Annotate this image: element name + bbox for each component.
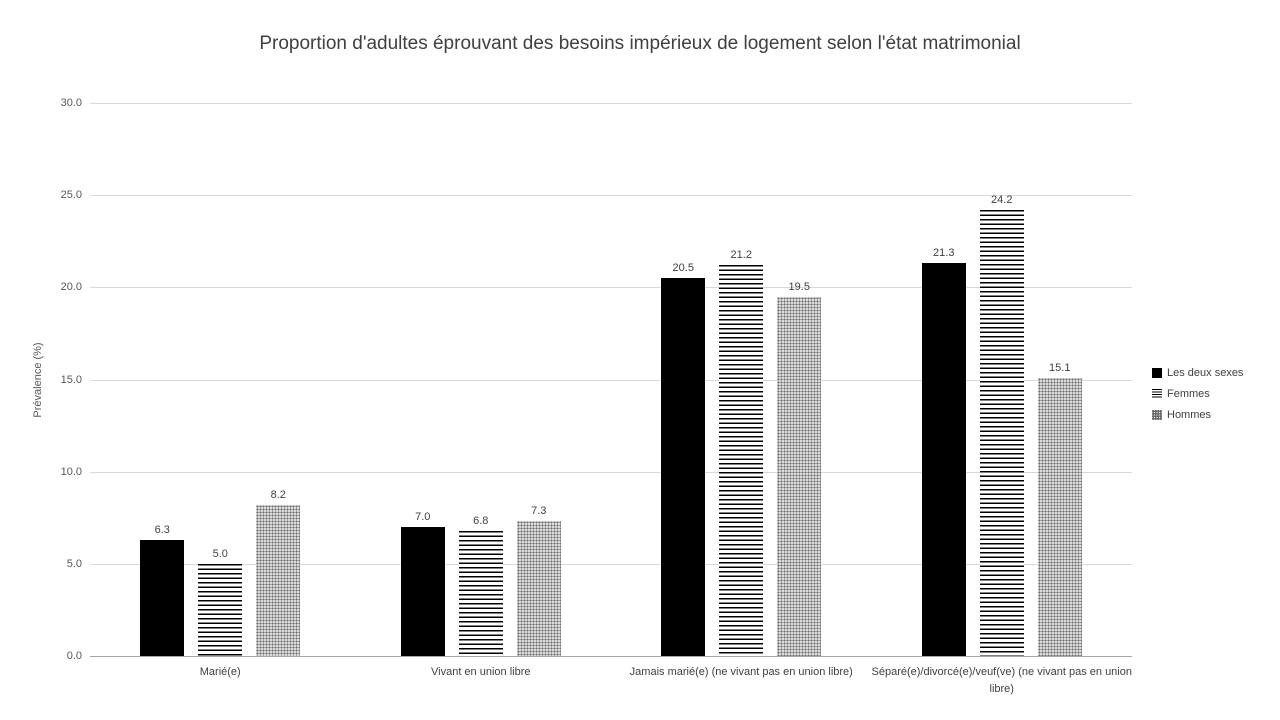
bar	[256, 504, 301, 656]
bar	[719, 265, 764, 656]
y-tick-label: 0.0	[66, 650, 82, 662]
bar-value-label: 8.2	[270, 488, 286, 501]
gridline	[90, 471, 1132, 473]
gridline	[90, 103, 1132, 104]
y-tick-label: 25.0	[60, 189, 82, 202]
legend-item-femmes: Femmes	[1152, 388, 1243, 400]
bar-value-label: 24.2	[991, 193, 1013, 206]
y-tick-label: 20.0	[60, 281, 82, 294]
bar-value-label: 6.3	[154, 523, 170, 536]
y-tick-label: 10.0	[60, 465, 82, 478]
bar-value-label: 20.5	[672, 262, 694, 275]
bar	[921, 263, 966, 656]
bar-value-label: 7.0	[415, 510, 431, 523]
y-tick-label: 15.0	[60, 373, 82, 386]
bar	[979, 209, 1024, 656]
bar	[661, 278, 706, 656]
bar-value-label: 6.8	[473, 514, 489, 527]
category-label: Marié(e)	[199, 666, 241, 678]
plot-area: 6.3 5.0 8.2 7.0 6.8 7.3 20.5 21.2 19.5 21.3 24.2 15…	[90, 103, 1132, 656]
gridline	[90, 195, 1132, 197]
bar-value-label: 5.0	[212, 547, 228, 560]
bar	[516, 521, 561, 656]
bar	[140, 539, 185, 656]
legend-label: Femmes	[1167, 388, 1210, 400]
bar-value-label: 19.5	[788, 280, 810, 293]
category-label: Séparé(e)/divorcé(e)/veuf(ve) (ne vivant…	[871, 666, 1132, 695]
category-label: Vivant en union libre	[431, 666, 531, 678]
bar	[1037, 377, 1082, 656]
category-label: Jamais marié(e) (ne vivant pas en union …	[629, 666, 853, 678]
legend-swatch-icon	[1152, 368, 1162, 378]
legend-swatch-icon	[1152, 410, 1162, 420]
gridline	[90, 379, 1132, 381]
legend-item-les-deux-sexes: Les deux sexes	[1152, 367, 1243, 379]
legend-item-hommes: Hommes	[1152, 409, 1243, 421]
gridline	[90, 563, 1132, 565]
bar	[458, 530, 503, 656]
legend-label: Hommes	[1167, 409, 1212, 421]
legend: Les deux sexes Femmes Hommes	[1152, 367, 1243, 430]
bar-value-label: 21.2	[730, 249, 752, 262]
y-tick-label: 30.0	[60, 97, 82, 109]
legend-swatch-icon	[1152, 389, 1162, 399]
bar	[777, 296, 822, 656]
chart-title: Proportion d'adultes éprouvant des besoi…	[259, 33, 1021, 54]
bar	[198, 563, 243, 656]
y-tick-label: 5.0	[66, 557, 82, 570]
bar-value-label: 7.3	[531, 505, 547, 518]
bar-value-label: 21.3	[933, 247, 955, 260]
bar-value-label: 15.1	[1049, 361, 1071, 374]
gridline	[90, 287, 1132, 289]
legend-label: Les deux sexes	[1167, 367, 1244, 379]
bar	[400, 526, 445, 656]
x-axis-line	[90, 656, 1132, 657]
